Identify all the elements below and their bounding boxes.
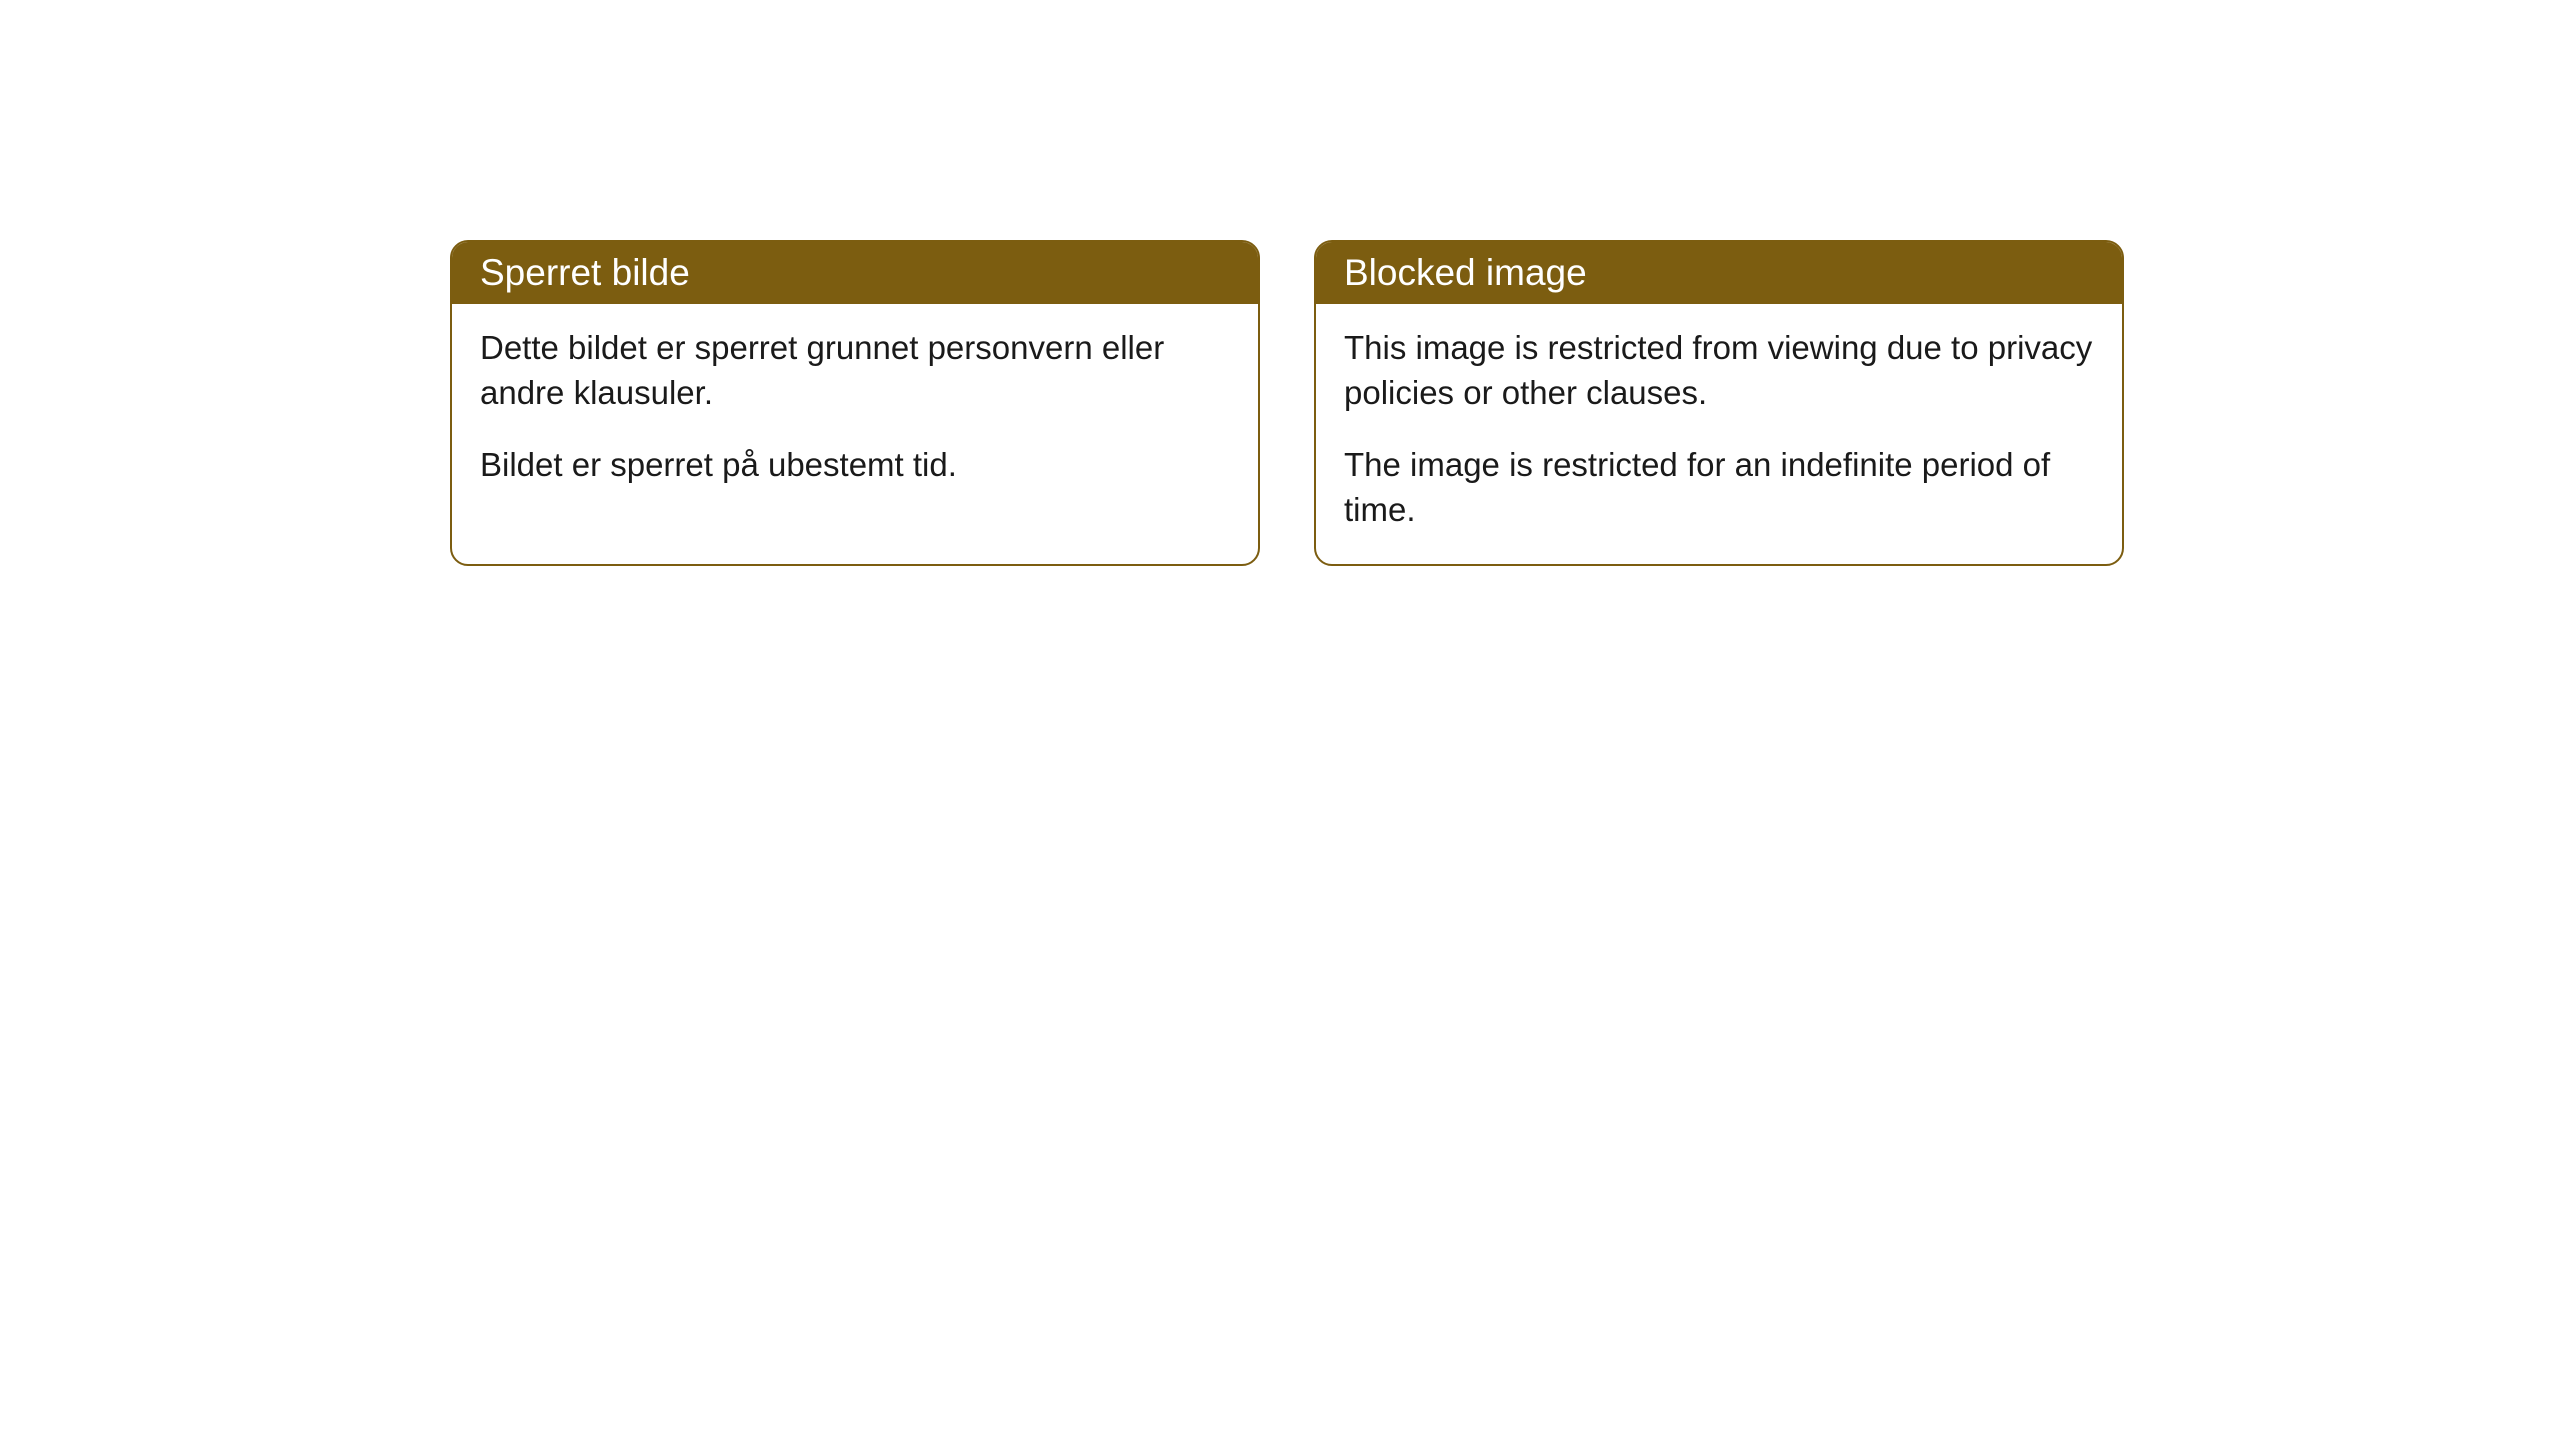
notice-card-english: Blocked image This image is restricted f…	[1314, 240, 2124, 566]
notice-para2-english: The image is restricted for an indefinit…	[1344, 443, 2094, 532]
notice-body-norwegian: Dette bildet er sperret grunnet personve…	[452, 304, 1258, 520]
notice-para1-english: This image is restricted from viewing du…	[1344, 326, 2094, 415]
notice-card-norwegian: Sperret bilde Dette bildet er sperret gr…	[450, 240, 1260, 566]
notice-title-english: Blocked image	[1316, 242, 2122, 304]
notice-title-norwegian: Sperret bilde	[452, 242, 1258, 304]
notice-body-english: This image is restricted from viewing du…	[1316, 304, 2122, 564]
notice-para1-norwegian: Dette bildet er sperret grunnet personve…	[480, 326, 1230, 415]
notice-para2-norwegian: Bildet er sperret på ubestemt tid.	[480, 443, 1230, 488]
notice-container: Sperret bilde Dette bildet er sperret gr…	[0, 0, 2560, 566]
